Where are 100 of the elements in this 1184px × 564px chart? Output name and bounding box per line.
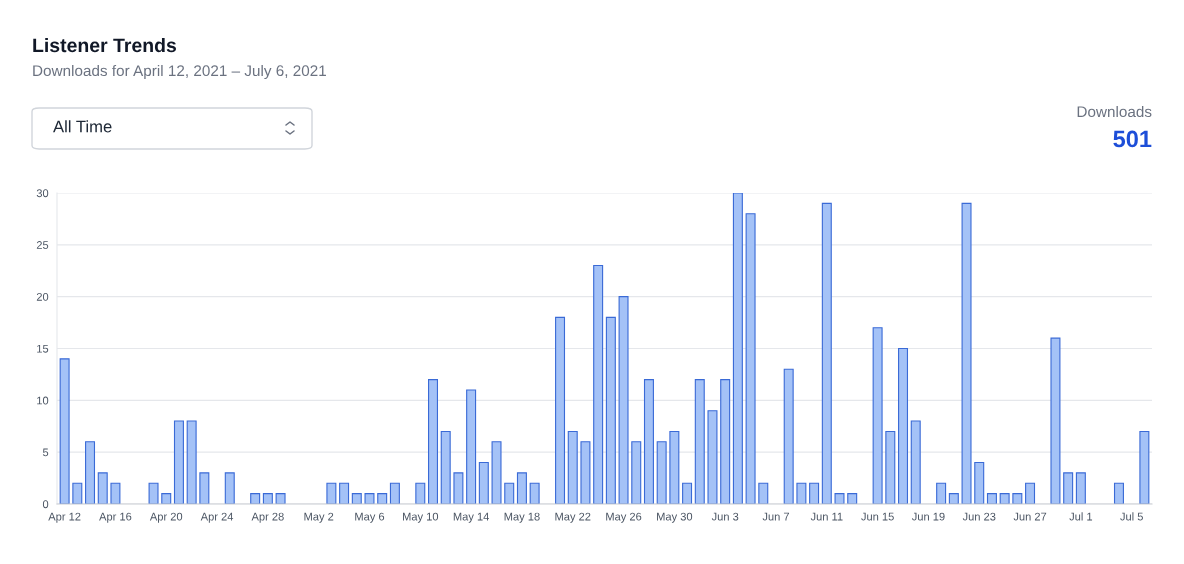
bar	[491, 441, 502, 504]
x-tick-label: Jul 1	[1069, 512, 1093, 521]
x-tick-label: Jun 3	[711, 512, 739, 521]
bar	[504, 482, 515, 504]
bar	[478, 461, 489, 504]
y-tick-label: 0	[42, 500, 49, 509]
bar	[440, 430, 451, 504]
bar	[580, 441, 591, 504]
bar	[428, 379, 439, 504]
bar	[936, 482, 947, 504]
bar	[186, 420, 197, 504]
bar	[720, 379, 731, 504]
bar	[389, 482, 400, 504]
bar	[1139, 430, 1150, 504]
bar	[618, 296, 629, 504]
bar	[97, 472, 108, 504]
x-tick-label: Jun 11	[810, 512, 843, 521]
x-tick-label: Jul 5	[1120, 512, 1143, 521]
bar	[732, 193, 743, 504]
text: 501	[1113, 130, 1152, 148]
bar	[948, 493, 959, 504]
bar	[796, 482, 807, 504]
x-tick-label: Apr 12	[48, 512, 81, 523]
bar	[758, 482, 769, 504]
bar	[783, 368, 794, 504]
bar	[898, 347, 909, 504]
x-tick-label: May 18	[504, 512, 540, 523]
bar	[669, 430, 680, 504]
bar	[986, 493, 997, 504]
text: All Time	[53, 120, 112, 133]
bar	[161, 493, 172, 504]
bar	[1075, 472, 1086, 504]
x-tick-label: Jun 23	[962, 512, 996, 521]
bar	[59, 358, 70, 504]
bar	[605, 316, 616, 504]
bar	[872, 327, 883, 504]
x-tick-label: Apr 24	[200, 512, 234, 523]
bar	[961, 202, 972, 504]
bar	[809, 482, 820, 504]
bar	[999, 493, 1010, 504]
y-tick-label: 20	[36, 292, 49, 301]
bar	[656, 441, 667, 504]
bar	[262, 493, 273, 504]
bar	[885, 430, 896, 504]
bar	[567, 430, 578, 504]
bar	[821, 202, 832, 504]
bar	[351, 493, 362, 504]
bar	[326, 482, 337, 504]
chart-subtitle: Downloads for April 12, 2021 – July 6, 2021	[33, 64, 326, 80]
x-tick-label: Apr 28	[251, 512, 284, 523]
x-tick-label: May 10	[403, 512, 439, 523]
bar	[1025, 482, 1036, 504]
y-tick-label: 30	[36, 189, 49, 198]
x-tick-label: Jun 27	[1013, 512, 1047, 521]
x-tick-label: May 22	[555, 512, 591, 523]
bar	[415, 482, 426, 504]
bar	[1050, 337, 1061, 504]
bar	[72, 482, 83, 504]
y-tick-label: 5	[42, 448, 49, 457]
bar	[910, 420, 921, 504]
bar	[453, 472, 464, 504]
bar	[1063, 472, 1074, 504]
bar	[745, 213, 756, 504]
x-tick-label: May 6	[355, 512, 385, 523]
bar	[339, 482, 350, 504]
x-tick-label: May 14	[453, 512, 490, 523]
bar	[529, 482, 540, 504]
bar	[834, 493, 845, 504]
x-tick-label: Apr 16	[99, 512, 132, 523]
bar	[516, 472, 527, 504]
chart-title: Listener Trends	[33, 37, 176, 53]
bar	[199, 472, 210, 504]
bar	[555, 316, 566, 504]
bar	[148, 482, 159, 504]
bar	[1113, 482, 1124, 504]
y-tick-label: 25	[36, 241, 49, 249]
x-tick-label: Jun 7	[762, 512, 790, 521]
bar	[377, 493, 388, 504]
bar	[847, 493, 858, 504]
bar	[110, 482, 121, 504]
y-tick-label: 10	[37, 396, 49, 405]
bar	[1012, 493, 1023, 504]
bar	[593, 265, 604, 504]
y-tick-label: 15	[37, 344, 49, 353]
bar	[250, 493, 261, 504]
x-tick-label: Apr 20	[149, 512, 183, 523]
x-tick-label: Jun 19	[911, 512, 945, 521]
bar	[643, 379, 654, 504]
x-tick-label: Jun 15	[861, 512, 894, 521]
bar	[275, 493, 286, 504]
bar	[85, 441, 96, 504]
bar	[694, 379, 705, 504]
x-tick-label: May 30	[657, 512, 693, 523]
x-tick-label: May 2	[304, 512, 334, 523]
bar	[173, 420, 184, 504]
bar	[682, 482, 693, 504]
bar	[364, 493, 375, 504]
text: Downloads	[1077, 105, 1152, 118]
x-tick-label: May 26	[606, 512, 642, 523]
bar	[224, 472, 235, 504]
